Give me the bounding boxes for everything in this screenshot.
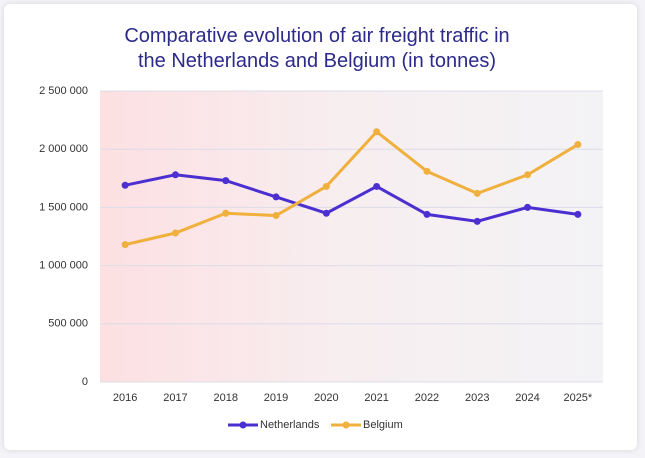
point [373, 182, 381, 190]
point [574, 210, 582, 218]
x-tick-label: 2025* [563, 392, 592, 404]
y-tick-label: 500 000 [48, 318, 88, 330]
y-tick-label: 1 000 000 [39, 260, 88, 272]
point [423, 210, 431, 218]
series-line [124, 173, 579, 223]
point [272, 193, 280, 201]
point [473, 189, 481, 197]
y-tick-label: 0 [82, 376, 88, 388]
legend-marker [239, 421, 247, 429]
legend-label: Netherlands [260, 419, 320, 431]
point [574, 141, 582, 149]
point [222, 209, 230, 217]
x-tick-label: 2023 [465, 392, 489, 404]
x-tick-label: 2022 [415, 392, 439, 404]
point [373, 128, 381, 136]
point [322, 209, 330, 217]
point [473, 217, 481, 225]
x-tick-label: 2024 [515, 392, 539, 404]
plot-area [100, 91, 603, 382]
chart-title: Comparative evolution of air freight tra… [124, 25, 510, 72]
x-tick-label: 2018 [214, 392, 238, 404]
x-tick-label: 2020 [314, 392, 338, 404]
point [171, 229, 179, 237]
point [121, 241, 129, 249]
x-tick-label: 2021 [364, 392, 388, 404]
point [171, 171, 179, 179]
point [121, 181, 129, 189]
point [322, 182, 330, 190]
y-tick-label: 1 500 000 [39, 201, 88, 213]
point [524, 171, 532, 179]
x-tick-label: 2017 [163, 392, 187, 404]
x-tick-label: 2016 [113, 392, 137, 404]
legend-label: Belgium [363, 419, 403, 431]
series-line [124, 129, 579, 247]
point [524, 203, 532, 211]
point [222, 177, 230, 185]
x-tick-label: 2019 [264, 392, 288, 404]
point [423, 167, 431, 175]
y-tick-label: 2 000 000 [39, 143, 88, 155]
legend-marker [342, 421, 350, 429]
y-tick-label: 2 500 000 [39, 85, 88, 97]
point [272, 212, 280, 220]
